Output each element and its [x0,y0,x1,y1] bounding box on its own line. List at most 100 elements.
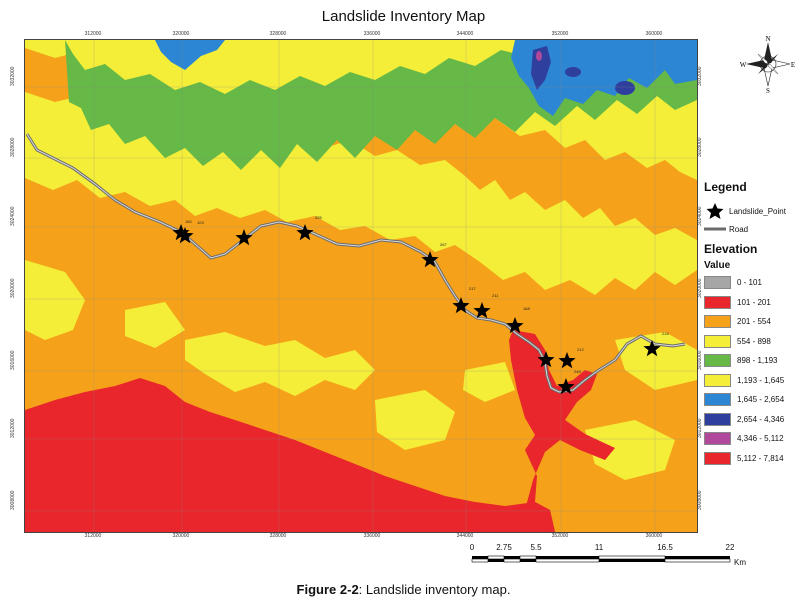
legend-elevation-label: 0 - 101 [737,278,762,288]
x-tick-bottom: 344000 [456,533,474,539]
legend-elevation-row: 554 - 898 [704,332,807,352]
y-tick-left: 3012000 [10,418,16,438]
x-tick-bottom: 320000 [172,533,190,539]
legend-swatch [704,432,731,446]
elevation-zone-554-898-patch [125,302,185,348]
legend-swatch [704,295,731,309]
legend-elevation-label: 4,346 - 5,112 [737,434,784,444]
y-tick-left: 3016000 [10,350,16,370]
legend-elevation-label: 1,193 - 1,645 [737,375,785,385]
elevation-zone-554-898-patch [463,362,515,402]
y-tick-left: 3020000 [10,278,16,298]
scale-tick: 16.5 [657,543,673,552]
landslide-point-label: 168 [523,306,530,311]
legend-swatch [704,393,731,407]
landslide-point-label: 212 [577,347,584,352]
map-title: Landslide Inventory Map [321,8,486,25]
figure-caption: Figure 2-2: Landslide inventory map. [0,582,807,597]
legend-elevation-row: 2,654 - 4,346 [704,410,807,430]
elevation-zone-2654-4346 [531,46,551,90]
scale-tick: 2.75 [496,543,512,552]
scale-tick: 11 [594,543,604,552]
legend-elevation-row: 201 - 554 [704,312,807,332]
landslide-point-label: 103 [197,220,204,225]
compass-n: N [765,35,770,43]
compass-w: W [740,61,747,69]
legend-elevation-label: 101 - 201 [737,297,771,307]
landslide-point-marker [176,227,194,244]
scale-bar-graphic [471,555,731,563]
landslide-point-marker [421,251,439,268]
x-tick-bottom: 352000 [551,533,569,539]
north-arrow-icon: N S E W [740,35,795,94]
legend-swatch [704,334,731,348]
x-tick-bottom: 336000 [363,533,381,539]
scale-bar: 0 2.75 5.5 11 16.5 22 Km [462,543,762,573]
legend-elevation-row: 101 - 201 [704,293,807,313]
elevation-zone-554-898-patch [585,420,675,480]
legend-elevation-row: 4,346 - 5,112 [704,429,807,449]
elevation-zone-554-898-patch [185,332,375,396]
caption-text: : Landslide inventory map. [358,582,511,597]
star-icon [706,203,724,219]
road-line-icon [704,227,726,231]
landslide-point-marker [452,297,470,314]
elevation-zone-554-898-patch [375,390,455,450]
elevation-zone-4346-5112 [536,51,542,61]
landslide-point-marker [643,340,661,357]
landslide-point-marker [235,229,253,246]
legend-road-label: Road [729,224,749,234]
legend-classes: 0 - 101 101 - 201 201 - 554 554 - 898 898 - … [704,273,807,468]
landslide-point-label: 234 [662,331,669,336]
elevation-zone-2654-4346-lake [615,81,635,95]
legend-swatch [704,276,731,290]
compass-e: E [791,61,795,69]
x-tick-bottom: 360000 [645,533,663,539]
map-legend: Legend Landslide_Point Road Elevation Va… [704,180,807,468]
elevation-zone-101-201-valley [509,330,615,532]
legend-elevation-title: Elevation [704,242,758,256]
legend-swatch [704,451,731,465]
legend-swatch [704,315,731,329]
x-tick-top: 312000 [84,31,102,37]
landslide-point-label: 180 [185,219,192,224]
scale-unit: Km [734,558,746,567]
legend-swatch [704,354,731,368]
x-tick-top: 344000 [456,31,474,37]
elevation-zone-1645-2654 [511,40,697,116]
legend-elevation-row: 1,645 - 2,654 [704,390,807,410]
legend-road-row: Road [704,220,807,238]
legend-swatch [704,412,731,426]
legend-elevation-row: 0 - 101 [704,273,807,293]
legend-point-label: Landslide_Point [729,206,786,216]
legend-swatch [704,373,731,387]
landslide-points: 180 103 255 267 217 211 168 212 248 234 [172,215,669,395]
landslide-point-marker [296,224,314,241]
legend-elevation-label: 2,654 - 4,346 [737,414,785,424]
x-tick-top: 328000 [269,31,287,37]
legend-elevation-row: 1,193 - 1,645 [704,371,807,391]
landslide-point-marker [172,224,190,241]
y-tick-left: 3024000 [10,206,16,226]
legend-value-label: Value [704,260,731,271]
legend-elevation-row: 898 - 1,193 [704,351,807,371]
scale-tick: 22 [725,543,735,552]
landslide-point-marker [506,317,524,334]
elevation-zone-101-201 [25,378,555,532]
legend-elevation-label: 201 - 554 [737,317,771,327]
x-tick-top: 320000 [172,31,190,37]
y-tick-left: 3028000 [10,137,16,157]
x-tick-top: 336000 [363,31,381,37]
elevation-map: 180 103 255 267 217 211 168 212 248 234 [25,40,697,532]
x-tick-bottom: 312000 [84,533,102,539]
elevation-zone-554-898-patch [25,260,85,340]
graticule [25,40,697,532]
compass-s: S [766,87,770,94]
legend-title: Legend [704,180,747,194]
caption-prefix: Figure 2-2 [296,582,359,597]
x-tick-bottom: 328000 [269,533,287,539]
y-tick-left: 3032000 [10,66,16,86]
y-tick-left: 3008000 [10,490,16,510]
scale-tick: 0 [469,543,475,552]
legend-elevation-label: 898 - 1,193 [737,356,778,366]
